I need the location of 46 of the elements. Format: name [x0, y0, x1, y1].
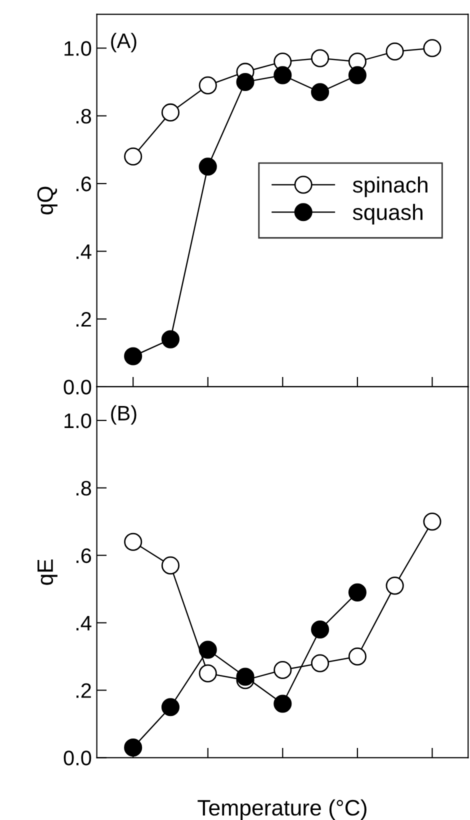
- point: [124, 147, 142, 166]
- point: [311, 620, 330, 639]
- point: [198, 158, 217, 176]
- point: [348, 647, 366, 666]
- y-tick-label: .4: [76, 244, 92, 259]
- point: [236, 72, 254, 92]
- y-axis-title: qE: [38, 560, 58, 585]
- point: [124, 532, 142, 551]
- y-tick-label: .8: [76, 108, 92, 124]
- point: [348, 583, 366, 602]
- point: [161, 698, 180, 716]
- point: [348, 66, 366, 84]
- y-tick-label: .2: [76, 683, 91, 698]
- point: [124, 347, 142, 366]
- point: [198, 76, 217, 94]
- y-axis-title: qQ: [37, 186, 58, 214]
- x-axis-title: Temperature (°C): [198, 799, 366, 820]
- y-tick-label: .6: [76, 176, 92, 192]
- point: [198, 640, 217, 659]
- point: [198, 664, 217, 682]
- y-tick-label: 1.0: [64, 41, 92, 56]
- point: [274, 694, 292, 713]
- point: [386, 576, 404, 595]
- annotation: (B): [111, 405, 136, 425]
- point: [311, 49, 330, 68]
- y-tick-label: .6: [76, 548, 92, 564]
- point: [311, 83, 330, 102]
- point: [311, 654, 330, 672]
- point: [386, 42, 404, 61]
- y-tick-label: .4: [76, 616, 92, 630]
- annotation: (A): [111, 32, 136, 52]
- y-tick-label: .2: [76, 312, 91, 327]
- legend-label: squash: [352, 204, 422, 225]
- point: [161, 556, 180, 574]
- point: [423, 39, 442, 58]
- point: [236, 668, 254, 686]
- legend-label: spinach: [352, 176, 428, 198]
- y-tick-label: 0.0: [64, 380, 92, 394]
- point: [274, 660, 292, 680]
- y-tick-label: 0.0: [64, 750, 92, 766]
- y-tick-label: 1.0: [64, 413, 92, 428]
- point: [423, 512, 442, 531]
- point: [274, 66, 292, 84]
- point: [161, 330, 180, 348]
- point: [161, 103, 180, 122]
- y-tick-label: .8: [76, 480, 92, 496]
